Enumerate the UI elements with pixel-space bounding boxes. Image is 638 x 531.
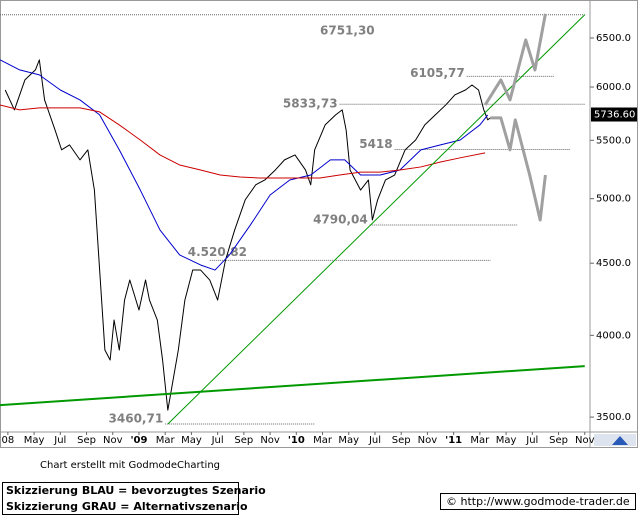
level-label: 4790,04 xyxy=(313,212,368,226)
y-tick-label: 5000.0 xyxy=(596,194,631,205)
frame xyxy=(0,0,638,448)
line-series xyxy=(0,365,585,407)
x-tick-label: May xyxy=(338,435,359,446)
level-label: 5418 xyxy=(359,137,392,151)
x-tick-label: '09 xyxy=(130,435,147,446)
last-price-label: 5736.60 xyxy=(594,110,635,121)
x-tick-label: May xyxy=(496,435,517,446)
y-tick-label: 4500.0 xyxy=(596,258,631,269)
level-label: 6751,30 xyxy=(320,23,375,37)
x-tick-label: Nov xyxy=(575,435,595,446)
y-tick-label: 5500.0 xyxy=(596,135,631,146)
level-label: 3460,71 xyxy=(109,412,164,426)
x-tick-label: 08 xyxy=(1,435,14,446)
x-tick-label: '10 xyxy=(288,435,305,446)
x-tick-label: Jul xyxy=(525,435,538,446)
credit: Chart erstellt mit GodmodeCharting xyxy=(40,460,220,471)
y-tick-label: 6000.0 xyxy=(596,82,631,93)
line-series xyxy=(490,116,547,222)
x-tick-label: Mar xyxy=(470,435,490,446)
x-tick-label: '11 xyxy=(445,435,462,446)
x-tick-label: Jul xyxy=(53,435,66,446)
level-label: 5833,73 xyxy=(283,97,338,111)
icon xyxy=(612,436,628,445)
last-price-box xyxy=(591,107,637,122)
x-tick-label: Mar xyxy=(156,435,176,446)
x-tick-label: May xyxy=(181,435,202,446)
x-tick-label: Mar xyxy=(313,435,333,446)
level-label: 6105,77 xyxy=(410,66,465,80)
line-series xyxy=(483,13,547,106)
x-tick-label: Jul xyxy=(211,435,224,446)
x-tick-label: Nov xyxy=(418,435,438,446)
y-tick-label: 3500.0 xyxy=(596,412,631,423)
line-series xyxy=(0,59,489,271)
line-series xyxy=(0,104,486,179)
x-tick-label: Jul xyxy=(368,435,381,446)
x-tick-label: May xyxy=(24,435,45,446)
source: © http://www.godmode-trader.de xyxy=(446,495,630,508)
note: Skizzierung BLAU = bevorzugtes Szenario xyxy=(6,484,266,497)
y-tick-label: 6500.0 xyxy=(596,33,631,44)
notes-box xyxy=(2,482,239,515)
x-tick-label: Sep xyxy=(392,435,411,446)
x-tick-label: Nov xyxy=(103,435,123,446)
note: Skizzierung GRAU = Alternativszenario xyxy=(6,500,248,513)
source-box xyxy=(440,493,636,510)
level-label: 4.520,82 xyxy=(188,245,247,259)
line-series xyxy=(4,59,491,411)
x-tick-label: Sep xyxy=(549,435,568,446)
y-tick-label: 4000.0 xyxy=(596,330,631,341)
x-tick-label: Sep xyxy=(234,435,253,446)
x-tick-label: Sep xyxy=(77,435,96,446)
x-tick-label: Nov xyxy=(260,435,280,446)
